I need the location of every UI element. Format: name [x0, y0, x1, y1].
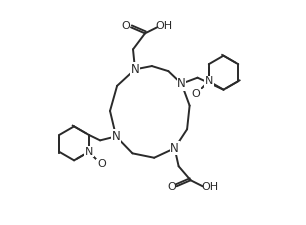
- Text: N: N: [205, 76, 213, 86]
- Text: O: O: [122, 21, 130, 31]
- Text: N: N: [85, 147, 93, 157]
- Text: O: O: [167, 182, 176, 192]
- Text: N: N: [131, 63, 140, 76]
- Text: OH: OH: [201, 182, 218, 192]
- Text: O: O: [192, 89, 200, 99]
- Text: N: N: [170, 142, 179, 155]
- Text: N: N: [177, 77, 186, 90]
- Text: OH: OH: [155, 21, 173, 31]
- Text: O: O: [97, 160, 106, 169]
- Text: N: N: [112, 130, 121, 143]
